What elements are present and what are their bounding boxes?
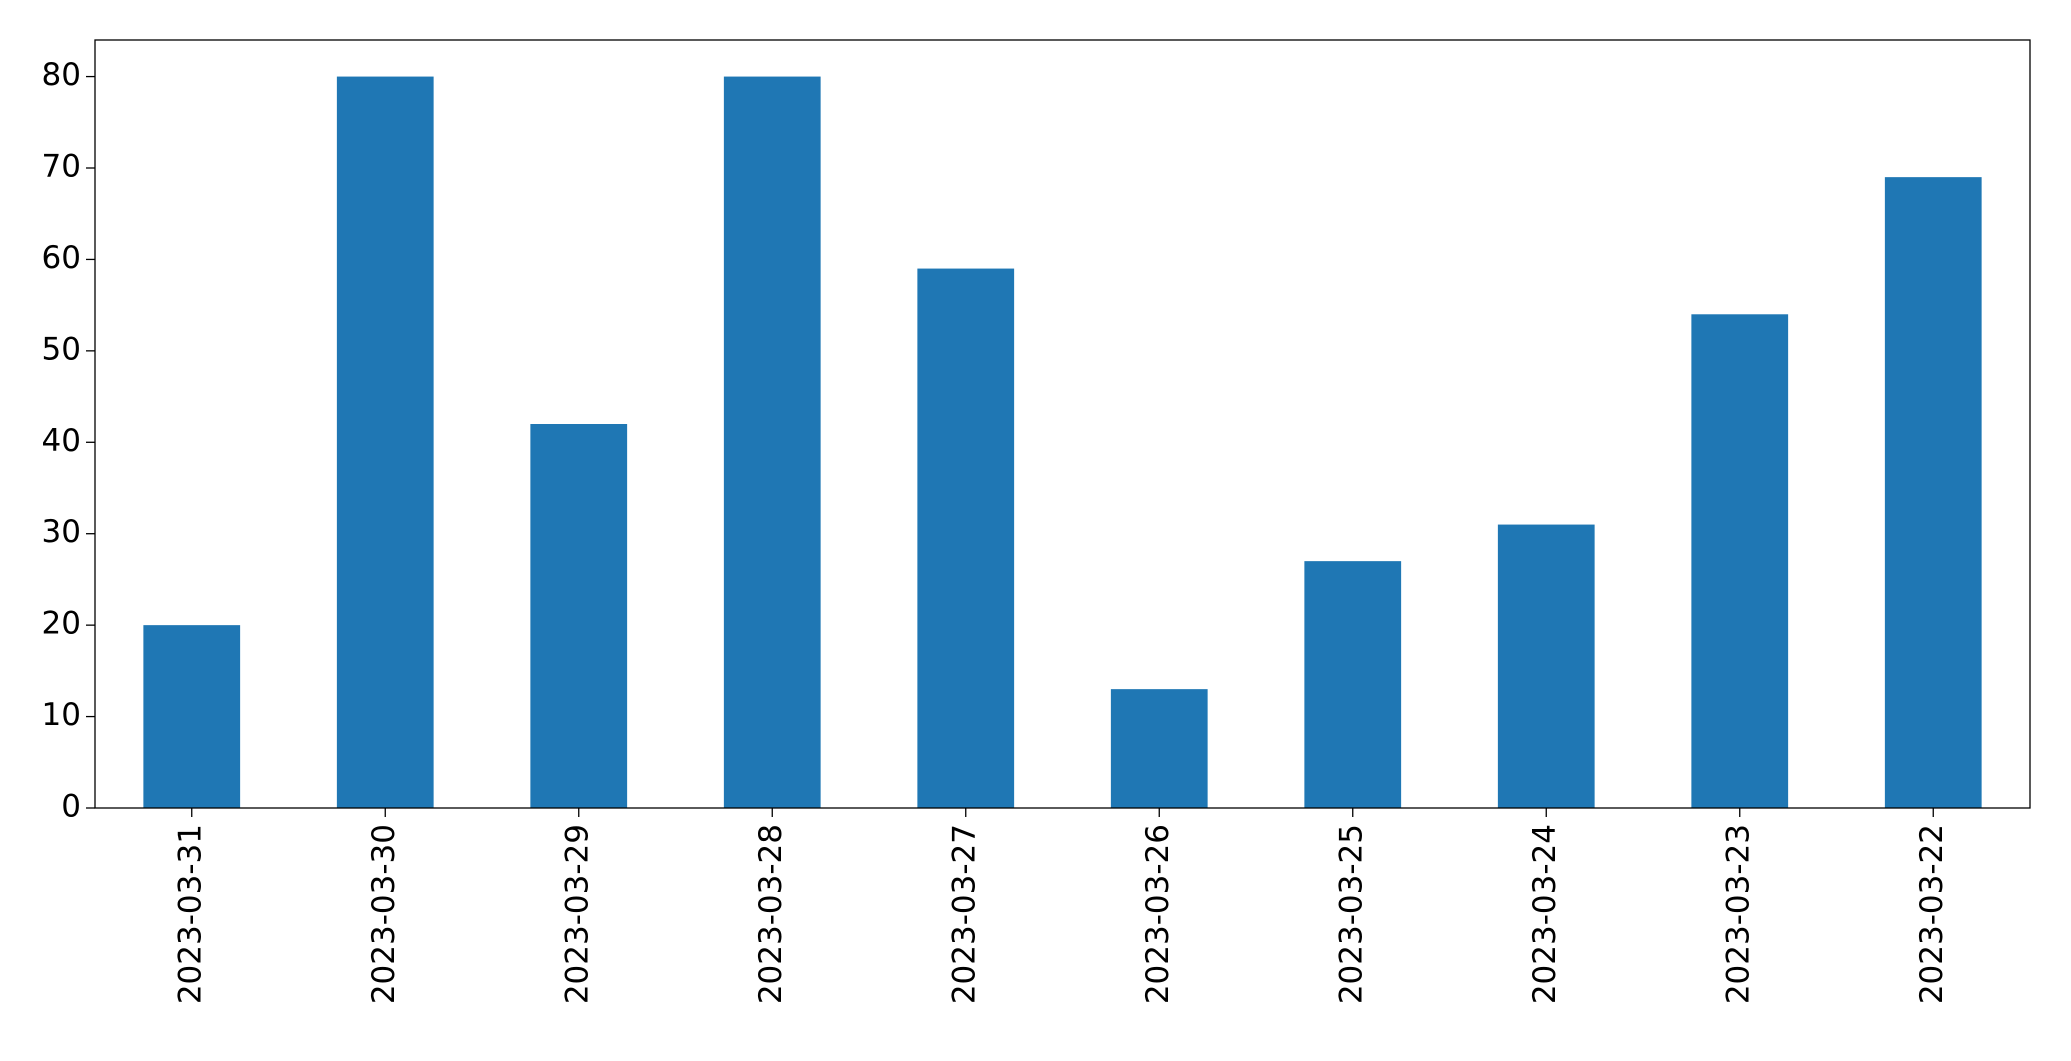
y-tick-label: 20	[42, 606, 81, 642]
x-tick-label: 2023-03-30	[366, 824, 402, 1004]
bar	[917, 268, 1015, 809]
x-tick-label: 2023-03-26	[1140, 824, 1176, 1004]
x-tick-label: 2023-03-27	[946, 824, 982, 1004]
bar	[336, 76, 434, 809]
x-tick-label: 2023-03-28	[753, 824, 789, 1004]
x-tick-label: 2023-03-24	[1527, 824, 1563, 1004]
bar	[1497, 524, 1595, 808]
bar	[1884, 177, 1982, 809]
bar	[1304, 561, 1402, 808]
y-tick-label: 80	[42, 57, 81, 93]
y-tick-label: 10	[42, 697, 81, 733]
y-tick-label: 40	[42, 423, 81, 459]
x-tick-label: 2023-03-23	[1720, 824, 1756, 1004]
bar	[723, 76, 821, 809]
y-tick-label: 30	[42, 514, 81, 550]
y-tick-label: 0	[61, 789, 81, 825]
y-tick-label: 70	[42, 149, 81, 185]
bar	[1691, 314, 1789, 808]
x-tick-label: 2023-03-25	[1333, 824, 1369, 1004]
y-tick-label: 50	[42, 331, 81, 367]
bar	[143, 625, 241, 808]
x-tick-label: 2023-03-31	[172, 824, 208, 1004]
y-tick-label: 60	[42, 240, 81, 276]
x-tick-label: 2023-03-29	[559, 824, 595, 1004]
plot-frame	[94, 39, 2031, 809]
bar	[530, 424, 628, 808]
bar	[1110, 689, 1208, 808]
x-tick-label: 2023-03-22	[1914, 824, 1950, 1004]
